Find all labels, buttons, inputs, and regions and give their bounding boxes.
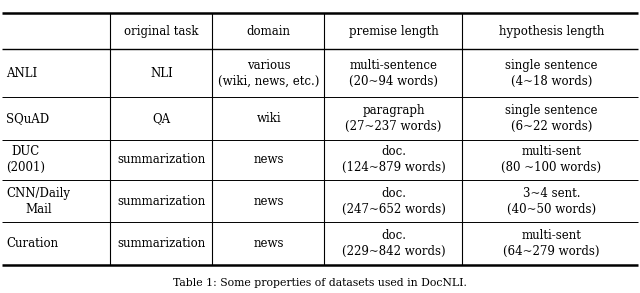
Text: various
(wiki, news, etc.): various (wiki, news, etc.) [218, 59, 319, 88]
Text: doc.
(247~652 words): doc. (247~652 words) [342, 187, 445, 216]
Text: CNN/Daily
Mail: CNN/Daily Mail [6, 187, 70, 216]
Text: doc.
(124~879 words): doc. (124~879 words) [342, 145, 445, 174]
Text: wiki: wiki [257, 112, 281, 125]
Text: multi-sent
(64~279 words): multi-sent (64~279 words) [503, 229, 600, 258]
Text: single sentence
(4~18 words): single sentence (4~18 words) [505, 59, 598, 88]
Text: paragraph
(27~237 words): paragraph (27~237 words) [346, 104, 442, 133]
Text: ANLI: ANLI [6, 67, 38, 80]
Text: Table 1: Some properties of datasets used in DocNLI.: Table 1: Some properties of datasets use… [173, 278, 467, 288]
Text: summarization: summarization [118, 153, 205, 166]
Text: domain: domain [247, 25, 291, 38]
Text: hypothesis length: hypothesis length [499, 25, 604, 38]
Text: multi-sentence
(20~94 words): multi-sentence (20~94 words) [349, 59, 438, 88]
Text: news: news [253, 237, 284, 250]
Text: premise length: premise length [349, 25, 438, 38]
Text: NLI: NLI [150, 67, 173, 80]
Text: QA: QA [152, 112, 171, 125]
Text: summarization: summarization [118, 195, 205, 208]
Text: SQuAD: SQuAD [6, 112, 49, 125]
Text: 3~4 sent.
(40~50 words): 3~4 sent. (40~50 words) [507, 187, 596, 216]
Text: Curation: Curation [6, 237, 58, 250]
Text: DUC
(2001): DUC (2001) [6, 145, 45, 174]
Text: news: news [253, 153, 284, 166]
Text: multi-sent
(80 ~100 words): multi-sent (80 ~100 words) [501, 145, 602, 174]
Text: doc.
(229~842 words): doc. (229~842 words) [342, 229, 445, 258]
Text: original task: original task [124, 25, 199, 38]
Text: summarization: summarization [118, 237, 205, 250]
Text: single sentence
(6~22 words): single sentence (6~22 words) [505, 104, 598, 133]
Text: news: news [253, 195, 284, 208]
